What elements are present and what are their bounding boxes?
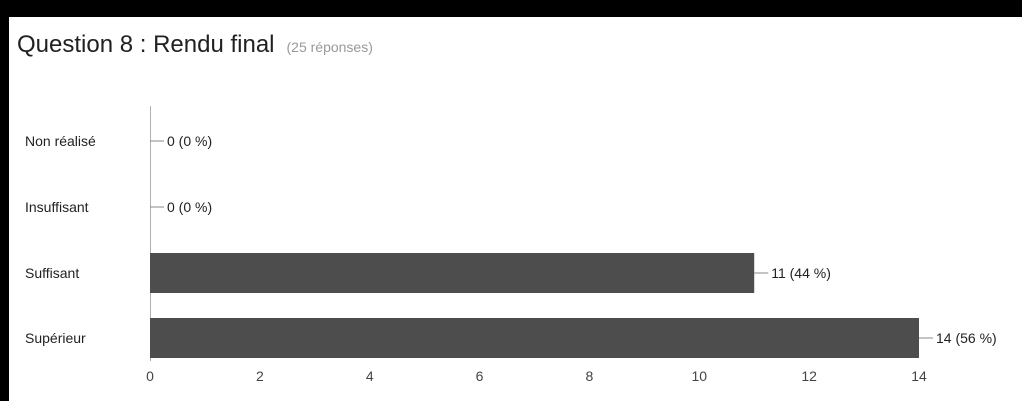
- category-label: Supérieur: [25, 330, 86, 346]
- chart-title: Question 8 : Rendu final: [17, 31, 275, 58]
- x-tick-label: 0: [146, 368, 154, 384]
- value-label: 11 (44 %): [771, 265, 831, 281]
- x-tick-label: 8: [586, 368, 594, 384]
- value-label: 0 (0 %): [167, 133, 212, 149]
- chart-card: Question 8 : Rendu final (25 réponses) N…: [9, 17, 1022, 401]
- category-label: Insuffisant: [25, 199, 89, 215]
- bar: [150, 253, 755, 293]
- chart-header: Question 8 : Rendu final (25 réponses): [17, 31, 373, 59]
- value-label: 0 (0 %): [167, 199, 212, 215]
- x-tick-label: 6: [476, 368, 484, 384]
- category-label: Suffisant: [25, 265, 79, 281]
- x-tick-label: 10: [691, 368, 707, 384]
- value-label: 14 (56 %): [936, 330, 997, 346]
- category-label: Non réalisé: [25, 133, 96, 149]
- x-tick-label: 14: [911, 368, 927, 384]
- bar-chart: Non réalisé 0 (0 %) Insuffisant 0 (0 %) Suff…: [25, 106, 997, 384]
- x-tick-label: 4: [366, 368, 374, 384]
- x-tick-label: 2: [256, 368, 264, 384]
- response-count: (25 réponses): [286, 39, 373, 55]
- x-tick-label: 12: [801, 368, 817, 384]
- bar: [150, 318, 919, 358]
